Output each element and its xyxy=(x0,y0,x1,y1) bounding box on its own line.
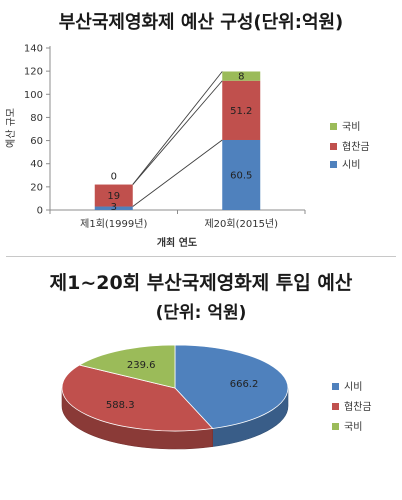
bar-segment xyxy=(222,71,261,81)
pie-slice xyxy=(174,344,289,429)
total-chart-title: 제1~20회 부산국제영화제 투입 예산 xyxy=(49,272,353,294)
bar-segment xyxy=(94,184,133,207)
legend-label: 시비 xyxy=(344,381,362,393)
bar-data-label: 60.5 xyxy=(230,170,252,181)
legend-swatch xyxy=(332,383,339,390)
legend-swatch xyxy=(330,123,337,130)
bar-segment xyxy=(222,80,261,140)
budget-x-axis-label: 개최 연도 xyxy=(157,236,197,249)
series-connector-line xyxy=(132,71,223,185)
legend-label: 국비 xyxy=(342,121,360,133)
y-tick-label: 40 xyxy=(30,159,43,170)
bar-segment xyxy=(222,139,261,210)
section-divider xyxy=(6,256,396,257)
legend-swatch xyxy=(332,403,339,410)
legend-swatch xyxy=(330,161,337,168)
legend-label: 시비 xyxy=(342,159,360,171)
budget-y-axis-label: 예산 규모 xyxy=(5,108,17,148)
bar-data-label: 51.2 xyxy=(230,106,252,117)
y-tick-label: 100 xyxy=(24,90,43,101)
legend-label: 협찬금 xyxy=(342,140,370,153)
pie-data-label: 239.6 xyxy=(127,360,156,371)
bar-data-label: 0 xyxy=(111,172,117,183)
legend-label: 협찬금 xyxy=(344,400,372,413)
pie-slice xyxy=(78,344,176,389)
series-connector-line xyxy=(132,80,223,185)
y-tick-label: 60 xyxy=(30,136,43,147)
y-tick-label: 80 xyxy=(30,113,43,124)
x-tick-label: 제1회(1999년) xyxy=(80,218,147,230)
legend-swatch xyxy=(330,143,337,150)
series-connector-line xyxy=(132,139,223,207)
legend-swatch xyxy=(332,423,339,430)
budget-chart-title: 부산국제영화제 예산 구성(단위:억원) xyxy=(58,12,344,33)
legend-label: 국비 xyxy=(344,421,362,433)
y-tick-label: 120 xyxy=(24,67,43,78)
pie-data-label: 588.3 xyxy=(106,400,135,411)
total-chart-subtitle: (단위: 억원) xyxy=(155,303,247,323)
pie-data-label: 666.2 xyxy=(230,379,259,390)
bar-data-label: 19 xyxy=(107,191,120,202)
bar-segment xyxy=(94,206,133,210)
y-tick-label: 0 xyxy=(37,206,43,217)
y-tick-label: 20 xyxy=(30,182,43,193)
y-tick-label: 140 xyxy=(24,44,43,55)
x-tick-label: 제20회(2015년) xyxy=(204,218,278,230)
pie-slice xyxy=(61,364,214,432)
bar-data-label: 8 xyxy=(238,72,244,83)
bar-data-label: 3 xyxy=(111,202,117,213)
